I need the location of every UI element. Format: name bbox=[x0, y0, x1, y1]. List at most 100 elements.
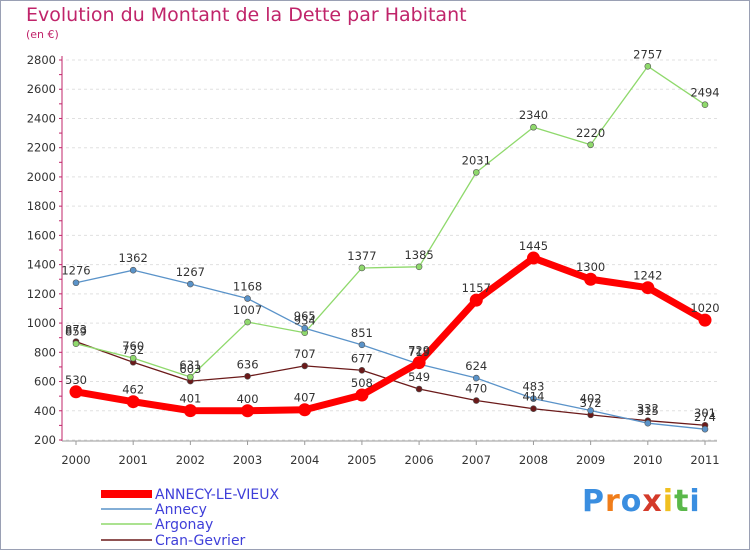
data-label: 274 bbox=[694, 410, 716, 424]
grid-lines bbox=[66, 59, 717, 441]
data-point bbox=[244, 372, 251, 380]
data-label: 508 bbox=[351, 376, 373, 390]
data-point bbox=[358, 341, 366, 349]
y-tick-label: 2600 bbox=[27, 82, 56, 96]
data-point bbox=[129, 266, 137, 274]
x-tick-label: 2006 bbox=[404, 453, 433, 467]
x-tick-label: 2000 bbox=[61, 453, 90, 467]
logo-letter: x bbox=[642, 484, 663, 519]
data-point bbox=[355, 388, 369, 402]
data-point bbox=[530, 123, 537, 131]
data-label: 707 bbox=[294, 347, 316, 361]
data-point bbox=[587, 407, 594, 414]
data-point bbox=[472, 374, 480, 382]
data-label: 2220 bbox=[576, 126, 605, 140]
data-point bbox=[301, 362, 309, 370]
y-tick-label: 200 bbox=[34, 433, 56, 447]
data-label: 301 bbox=[694, 406, 716, 420]
data-label: 372 bbox=[580, 396, 602, 410]
data-label: 851 bbox=[351, 326, 373, 340]
data-label: 530 bbox=[65, 373, 87, 387]
data-point bbox=[698, 313, 712, 327]
data-label: 315 bbox=[637, 404, 659, 418]
x-tick-label: 2004 bbox=[290, 453, 319, 467]
data-label: 1300 bbox=[576, 260, 605, 274]
logo-letter: o bbox=[620, 484, 643, 519]
data-label: 965 bbox=[294, 309, 316, 323]
y-tick-label: 2400 bbox=[27, 111, 56, 125]
data-label: 624 bbox=[465, 359, 487, 373]
logo-letter: i bbox=[689, 484, 701, 519]
legend-label: Annecy bbox=[155, 502, 207, 518]
chart-title: Evolution du Montant de la Dette par Hab… bbox=[26, 4, 467, 26]
data-point bbox=[358, 264, 366, 272]
logo-letter: t bbox=[674, 484, 690, 519]
data-label: 414 bbox=[522, 390, 544, 404]
data-label: 462 bbox=[122, 383, 144, 397]
data-point bbox=[301, 324, 309, 332]
y-tick-label: 1800 bbox=[27, 199, 56, 213]
data-point bbox=[72, 279, 80, 287]
data-point bbox=[530, 405, 537, 413]
data-point bbox=[412, 356, 426, 370]
data-point bbox=[358, 366, 366, 374]
data-label: 677 bbox=[351, 351, 373, 365]
data-label: 1377 bbox=[347, 249, 376, 263]
data-label: 603 bbox=[179, 362, 201, 376]
y-tick-label: 1000 bbox=[27, 316, 56, 330]
data-point bbox=[701, 425, 709, 433]
data-label: 1007 bbox=[233, 303, 262, 317]
legend-label: Argonay bbox=[155, 517, 213, 533]
data-label: 859 bbox=[65, 325, 87, 339]
x-tick-label: 2003 bbox=[233, 453, 262, 467]
data-label: 2494 bbox=[690, 86, 719, 100]
data-label: 1362 bbox=[119, 251, 148, 265]
data-label: 400 bbox=[237, 392, 259, 406]
y-tick-label: 600 bbox=[34, 375, 56, 389]
legend-label: ANNECY-LE-VIEUX bbox=[155, 487, 280, 503]
y-tick-label: 1400 bbox=[27, 258, 56, 272]
data-point bbox=[129, 354, 137, 362]
data-point bbox=[584, 272, 598, 286]
x-tick-label: 2011 bbox=[690, 453, 719, 467]
data-labels: 530 462 401 400 407 508 729 1157 1445 1300 1242 102… bbox=[61, 47, 719, 424]
data-label: 1276 bbox=[61, 264, 90, 278]
data-point bbox=[701, 101, 709, 109]
chart-subtitle: (en €) bbox=[26, 28, 59, 41]
y-tick-label: 1200 bbox=[27, 287, 56, 301]
data-label: 934 bbox=[294, 314, 316, 328]
x-tick-label: 2002 bbox=[176, 453, 205, 467]
data-point bbox=[644, 62, 652, 70]
data-point bbox=[472, 169, 480, 176]
data-label: 1385 bbox=[404, 248, 433, 262]
data-point bbox=[415, 385, 423, 393]
data-point bbox=[241, 404, 255, 418]
data-label: 1445 bbox=[519, 239, 548, 253]
y-tick-label: 2000 bbox=[27, 170, 56, 184]
logo-letter: i bbox=[662, 484, 675, 519]
data-label: 470 bbox=[465, 382, 487, 396]
y-tick-label: 2800 bbox=[27, 53, 56, 67]
x-tick-label: 2009 bbox=[576, 453, 605, 467]
data-point bbox=[587, 141, 594, 149]
proxiti-logo: Proxiti bbox=[582, 484, 701, 519]
data-point bbox=[530, 395, 537, 402]
y-tick-label: 400 bbox=[34, 404, 56, 418]
series-line bbox=[72, 254, 709, 415]
x-tick-label: 2001 bbox=[119, 453, 148, 467]
data-label: 719 bbox=[408, 345, 430, 359]
data-point bbox=[183, 404, 197, 418]
data-point bbox=[244, 318, 251, 326]
data-label: 631 bbox=[179, 358, 201, 372]
legend-label: Cran-Gevrier bbox=[155, 533, 246, 549]
data-label: 1242 bbox=[633, 269, 662, 283]
data-label: 636 bbox=[237, 357, 259, 371]
x-tick-label: 2005 bbox=[347, 453, 376, 467]
logo-letter: r bbox=[605, 484, 621, 519]
data-label: 549 bbox=[408, 370, 430, 384]
data-label: 2757 bbox=[633, 47, 662, 61]
y-tick-label: 1600 bbox=[27, 228, 56, 242]
data-point bbox=[187, 280, 194, 288]
data-label: 732 bbox=[122, 343, 144, 357]
